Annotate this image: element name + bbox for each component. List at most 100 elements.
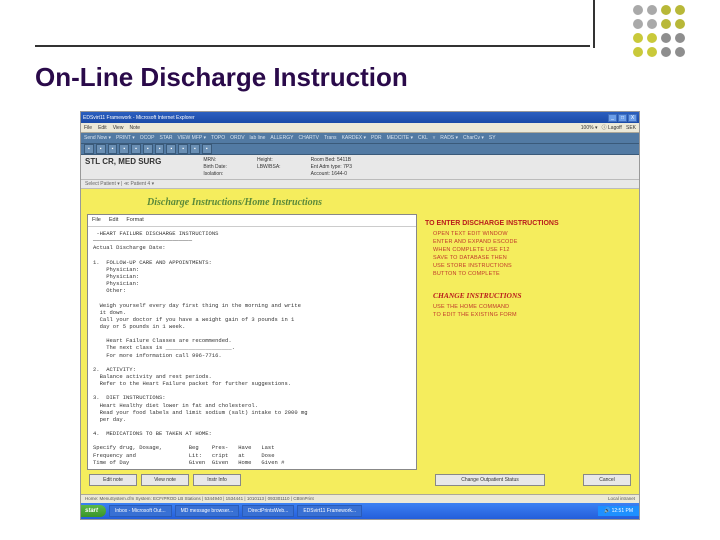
close-button[interactable]: X <box>628 114 637 122</box>
menubar-item[interactable]: MEDCITE ▾ <box>387 135 413 141</box>
edit-note-button[interactable]: Edit note <box>89 474 137 486</box>
instruction-step: TO EDIT THE EXISTING FORM <box>433 312 631 318</box>
instruction-step: USE THE HOME COMMAND <box>433 304 631 310</box>
ie-titlebar: EDSvirt11 Framework - Microsoft Internet… <box>81 112 639 123</box>
decorative-dot <box>633 33 643 43</box>
ward-label: STL CR, MED SURG <box>85 157 161 166</box>
status-right: Local intranet <box>608 496 635 502</box>
instruction-step: SAVE TO DATABASE THEN <box>433 255 631 261</box>
menubar-item[interactable]: CKL <box>418 135 428 141</box>
toolbar-button[interactable]: ▪ <box>166 144 176 154</box>
taskbar-item[interactable]: EDSvirt11 Framework... <box>297 505 362 517</box>
screenshot-frame: EDSvirt11 Framework - Microsoft Internet… <box>80 111 640 520</box>
menubar-item[interactable]: OCOP <box>140 135 155 141</box>
menubar-item[interactable]: Send Now ▾ <box>84 135 111 141</box>
status-bar: Home: MenuSystem.cfm System: ECFrPROD LB… <box>81 494 639 503</box>
toolbar-button[interactable]: ▪ <box>178 144 188 154</box>
start-button[interactable]: start <box>81 505 106 517</box>
toolbar-button[interactable]: ▪ <box>202 144 212 154</box>
menubar-item[interactable]: RADS ▾ <box>440 135 458 141</box>
patient-header: STL CR, MED SURG MRN: Birth Date: Isolat… <box>81 155 639 180</box>
instruction-step: BUTTON TO COMPLETE <box>433 271 631 277</box>
toolbar-button[interactable]: ▪ <box>131 144 141 154</box>
lbwbsa-label: LBW/BSA: <box>257 164 281 170</box>
decorative-dot <box>647 47 657 57</box>
slide-side-border <box>593 0 595 48</box>
status-left: Home: MenuSystem.cfm System: ECFrPROD LB… <box>85 496 314 502</box>
minimize-button[interactable]: _ <box>608 114 617 122</box>
menubar-item[interactable]: ▿ <box>433 135 436 141</box>
menubar-item[interactable]: STAR <box>160 135 173 141</box>
instruction-step: ENTER AND EXPAND ESCODE <box>433 239 631 245</box>
enter-instructions-header: TO ENTER DISCHARGE INSTRUCTIONS <box>425 220 631 227</box>
app-toolbar: ▪▪▪▪▪▪▪▪▪▪▪ <box>81 144 639 155</box>
decorative-dot <box>675 33 685 43</box>
toolbar-button[interactable]: ▪ <box>190 144 200 154</box>
maximize-button[interactable]: □ <box>618 114 627 122</box>
menubar-item[interactable]: ORDV <box>230 135 244 141</box>
patient-select-row[interactable]: Select Patient ▾ | ≪ Patient 4 ▾ <box>81 180 639 189</box>
decorative-dot <box>661 19 671 29</box>
file-menu[interactable]: File <box>84 125 92 131</box>
birth-label: Birth Date: <box>203 164 227 170</box>
decorative-dot <box>675 5 685 15</box>
menubar-item[interactable]: TOPO <box>211 135 225 141</box>
decorative-dot <box>661 5 671 15</box>
app-menubar: Send Now ▾ PRINT ▾ OCOP STAR VIEW MFP ▾ TOPO O… <box>81 133 639 144</box>
decorative-dot <box>647 19 657 29</box>
menubar-item[interactable]: Trans <box>324 135 337 141</box>
toolbar-button[interactable]: ▪ <box>143 144 153 154</box>
instruction-step: USE STORE INSTRUCTIONS <box>433 263 631 269</box>
menubar-item[interactable]: PRINT ▾ <box>116 135 135 141</box>
button-row: Edit note View note Instr Info Change Ou… <box>87 474 633 486</box>
mrn-label: MRN: <box>203 157 227 163</box>
menubar-item[interactable]: KARDEX ▾ <box>342 135 366 141</box>
instruction-step: OPEN TEXT EDIT WINDOW <box>433 231 631 237</box>
menubar-item[interactable]: PDR <box>371 135 382 141</box>
menubar-item[interactable]: SY <box>489 135 496 141</box>
taskbar-item[interactable]: Inbox - Microsoft Out... <box>109 505 172 517</box>
menubar-item[interactable]: VIEW MFP ▾ <box>177 135 206 141</box>
toolbar-button[interactable]: ▪ <box>108 144 118 154</box>
editor-menu-item[interactable]: File <box>92 217 101 224</box>
taskbar-item[interactable]: MD message browser... <box>175 505 240 517</box>
instruction-step: WHEN COMPLETE USE F12 <box>433 247 631 253</box>
note-menu[interactable]: Note <box>129 125 140 131</box>
decorative-dot <box>647 33 657 43</box>
decorative-dot <box>675 19 685 29</box>
editor-body[interactable]: -HEART FAILURE DISCHARGE INSTRUCTIONS ──… <box>88 227 416 469</box>
decorative-dot <box>647 5 657 15</box>
editor-menu-item[interactable]: Edit <box>109 217 118 224</box>
slide-title: On-Line Discharge Instruction <box>35 62 685 93</box>
system-tray[interactable]: 🔊 12:51 PM <box>598 506 639 516</box>
menubar-item[interactable]: CharCv ▾ <box>463 135 484 141</box>
form-title: Discharge Instructions/Home Instructions <box>147 197 633 208</box>
edit-menu[interactable]: Edit <box>98 125 107 131</box>
decorative-dot <box>633 19 643 29</box>
view-menu[interactable]: View <box>113 125 124 131</box>
ie-zone: 100% ▾ ⓘ Lagoff SEK <box>581 124 636 131</box>
editor-panel: File Edit Format -HEART FAILURE DISCHARGE … <box>87 214 417 470</box>
view-note-button[interactable]: View note <box>141 474 189 486</box>
account-label: Account: 1644-0 <box>311 171 352 177</box>
toolbar-button[interactable]: ▪ <box>119 144 129 154</box>
change-instructions-header: CHANGE INSTRUCTIONS <box>433 291 631 300</box>
toolbar-button[interactable]: ▪ <box>84 144 94 154</box>
window-controls: _ □ X <box>608 114 637 122</box>
toolbar-button[interactable]: ▪ <box>96 144 106 154</box>
window-title: EDSvirt11 Framework - Microsoft Internet… <box>83 115 195 121</box>
menubar-item[interactable]: CHARTV <box>298 135 318 141</box>
toolbar-button[interactable]: ▪ <box>155 144 165 154</box>
change-status-button[interactable]: Change Outpatient Status <box>435 474 545 486</box>
menubar-item[interactable]: ALLERGY <box>270 135 293 141</box>
instructions-panel: TO ENTER DISCHARGE INSTRUCTIONS OPEN TEX… <box>423 214 633 470</box>
corner-dots <box>633 5 685 57</box>
entadm-label: Ent Adm type: 7P3 <box>311 164 352 170</box>
slide-top-border <box>35 45 590 47</box>
editor-menu-item[interactable]: Format <box>126 217 143 224</box>
editor-menu: File Edit Format <box>88 215 416 227</box>
menubar-item[interactable]: lab line <box>250 135 266 141</box>
cancel-button[interactable]: Cancel <box>583 474 631 486</box>
taskbar-item[interactable]: DirectPrintsWeb... <box>242 505 294 517</box>
instr-info-button[interactable]: Instr Info <box>193 474 241 486</box>
